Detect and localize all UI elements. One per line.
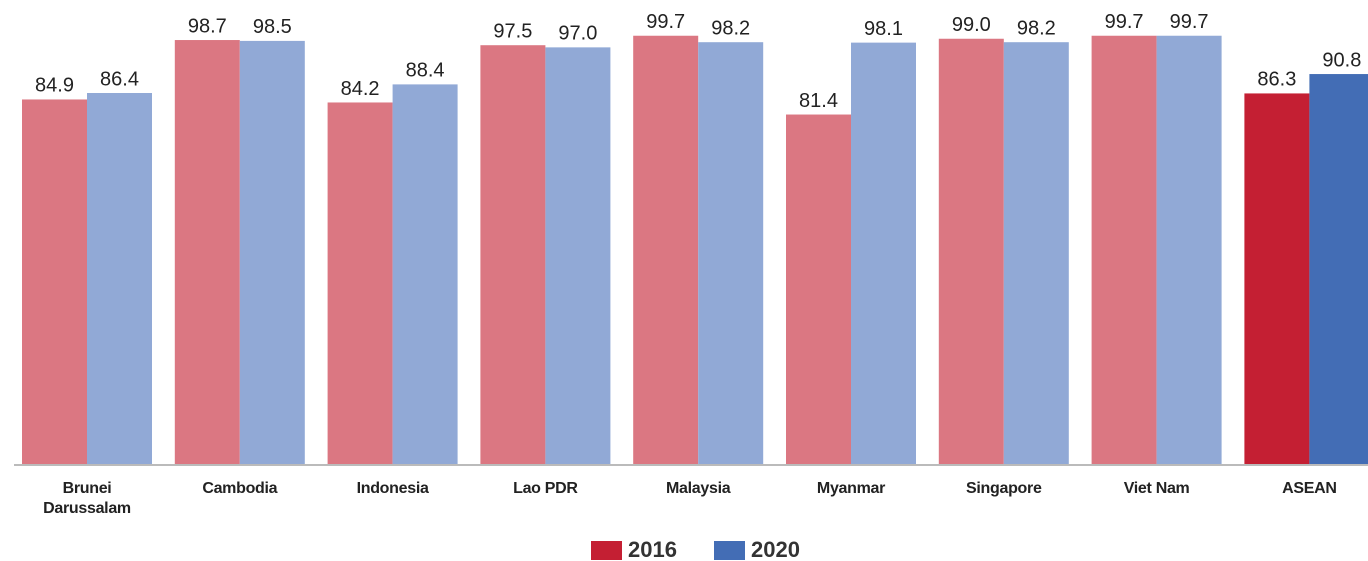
x-tick-label: Brunei Darussalam <box>43 480 131 517</box>
value-label: 98.2 <box>711 17 750 39</box>
value-label: 98.1 <box>864 18 903 40</box>
bar <box>698 42 764 465</box>
value-label: 84.9 <box>35 75 74 97</box>
bar <box>545 47 611 465</box>
x-tick-label: Viet Nam <box>1123 480 1190 497</box>
bar <box>1156 35 1222 465</box>
legend-swatch <box>591 541 622 560</box>
x-tick-label: Indonesia <box>356 480 429 497</box>
value-label: 86.4 <box>100 68 139 90</box>
legend-swatch <box>714 541 745 560</box>
x-tick-label: ASEAN <box>1282 480 1337 497</box>
bar <box>174 40 240 466</box>
bar <box>392 84 458 465</box>
bar <box>1003 42 1069 465</box>
bar <box>938 38 1004 465</box>
value-label: 81.4 <box>799 90 838 112</box>
bar <box>851 42 916 465</box>
value-label: 98.5 <box>253 16 292 38</box>
value-label: 88.4 <box>406 60 445 82</box>
value-label: 84.2 <box>341 78 380 100</box>
x-tick-label: Lao PDR <box>513 480 578 497</box>
value-label: 99.7 <box>1170 11 1209 33</box>
value-label: 97.0 <box>558 23 597 45</box>
legend-label: 2020 <box>751 537 800 561</box>
legend-label: 2016 <box>628 537 677 561</box>
x-tick-label: Myanmar <box>816 480 886 497</box>
value-label: 99.7 <box>1105 11 1144 33</box>
value-label: 98.2 <box>1017 17 1056 39</box>
value-label: 98.7 <box>188 15 227 37</box>
value-label: 86.3 <box>1257 69 1296 91</box>
bar <box>239 40 305 466</box>
value-label: 97.5 <box>493 20 532 42</box>
bar <box>786 114 851 466</box>
bar <box>327 102 393 465</box>
value-label: 99.0 <box>952 14 991 36</box>
bar <box>633 35 699 465</box>
value-label: 99.7 <box>646 11 685 33</box>
x-tick-label: Cambodia <box>202 480 278 497</box>
bar <box>480 45 546 465</box>
bar <box>1091 35 1157 465</box>
x-tick-label: Singapore <box>966 480 1042 497</box>
x-tick-label: Malaysia <box>666 480 731 497</box>
bar <box>22 99 87 465</box>
value-label: 90.8 <box>1322 49 1361 71</box>
bar <box>1244 93 1310 466</box>
bar <box>1309 74 1368 466</box>
bar <box>87 93 152 465</box>
